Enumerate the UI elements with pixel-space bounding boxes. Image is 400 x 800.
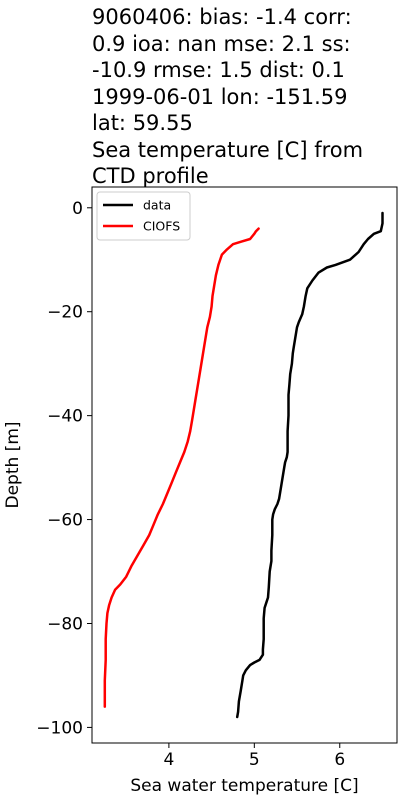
chart-title-line: lat: 59.55 — [92, 111, 193, 135]
plot-frame — [91, 186, 398, 744]
chart-title-line: Sea temperature [C] from — [92, 137, 364, 162]
chart-title-line: 0.9 ioa: nan mse: 2.1 ss: — [92, 31, 351, 56]
x-tick-label: 6 — [334, 750, 345, 770]
x-tick-label: 5 — [249, 750, 260, 770]
y-tick-label: −60 — [47, 511, 83, 531]
series-line-ciofs — [103, 227, 260, 708]
x-axis: 4 5 6 — [163, 743, 345, 770]
chart-title-line: -10.9 rmse: 1.5 dist: 0.1 — [92, 58, 345, 82]
x-tick-label: 4 — [163, 750, 174, 770]
y-tick-label: −100 — [36, 718, 83, 738]
legend: data CIOFS — [96, 191, 191, 241]
legend-label-ciofs: CIOFS — [143, 219, 180, 234]
x-axis-label: Sea water temperature [C] — [130, 776, 358, 796]
chart-title-line: 9060406: bias: -1.4 corr: — [92, 5, 352, 29]
chart-title-line: 1999-06-01 lon: -151.59 — [92, 84, 348, 109]
y-axis-label: Depth [m] — [3, 421, 23, 508]
chart-title-line: CTD profile — [92, 164, 209, 188]
y-tick-label: −40 — [47, 407, 83, 427]
legend-label-data: data — [143, 198, 171, 213]
y-axis: 0 −20 −40 −60 −80 −100 — [36, 199, 92, 738]
series-layer — [103, 211, 384, 719]
y-tick-label: 0 — [72, 199, 83, 219]
series-line-data — [235, 211, 384, 719]
y-tick-label: −80 — [47, 614, 83, 634]
y-tick-label: −20 — [47, 303, 83, 323]
